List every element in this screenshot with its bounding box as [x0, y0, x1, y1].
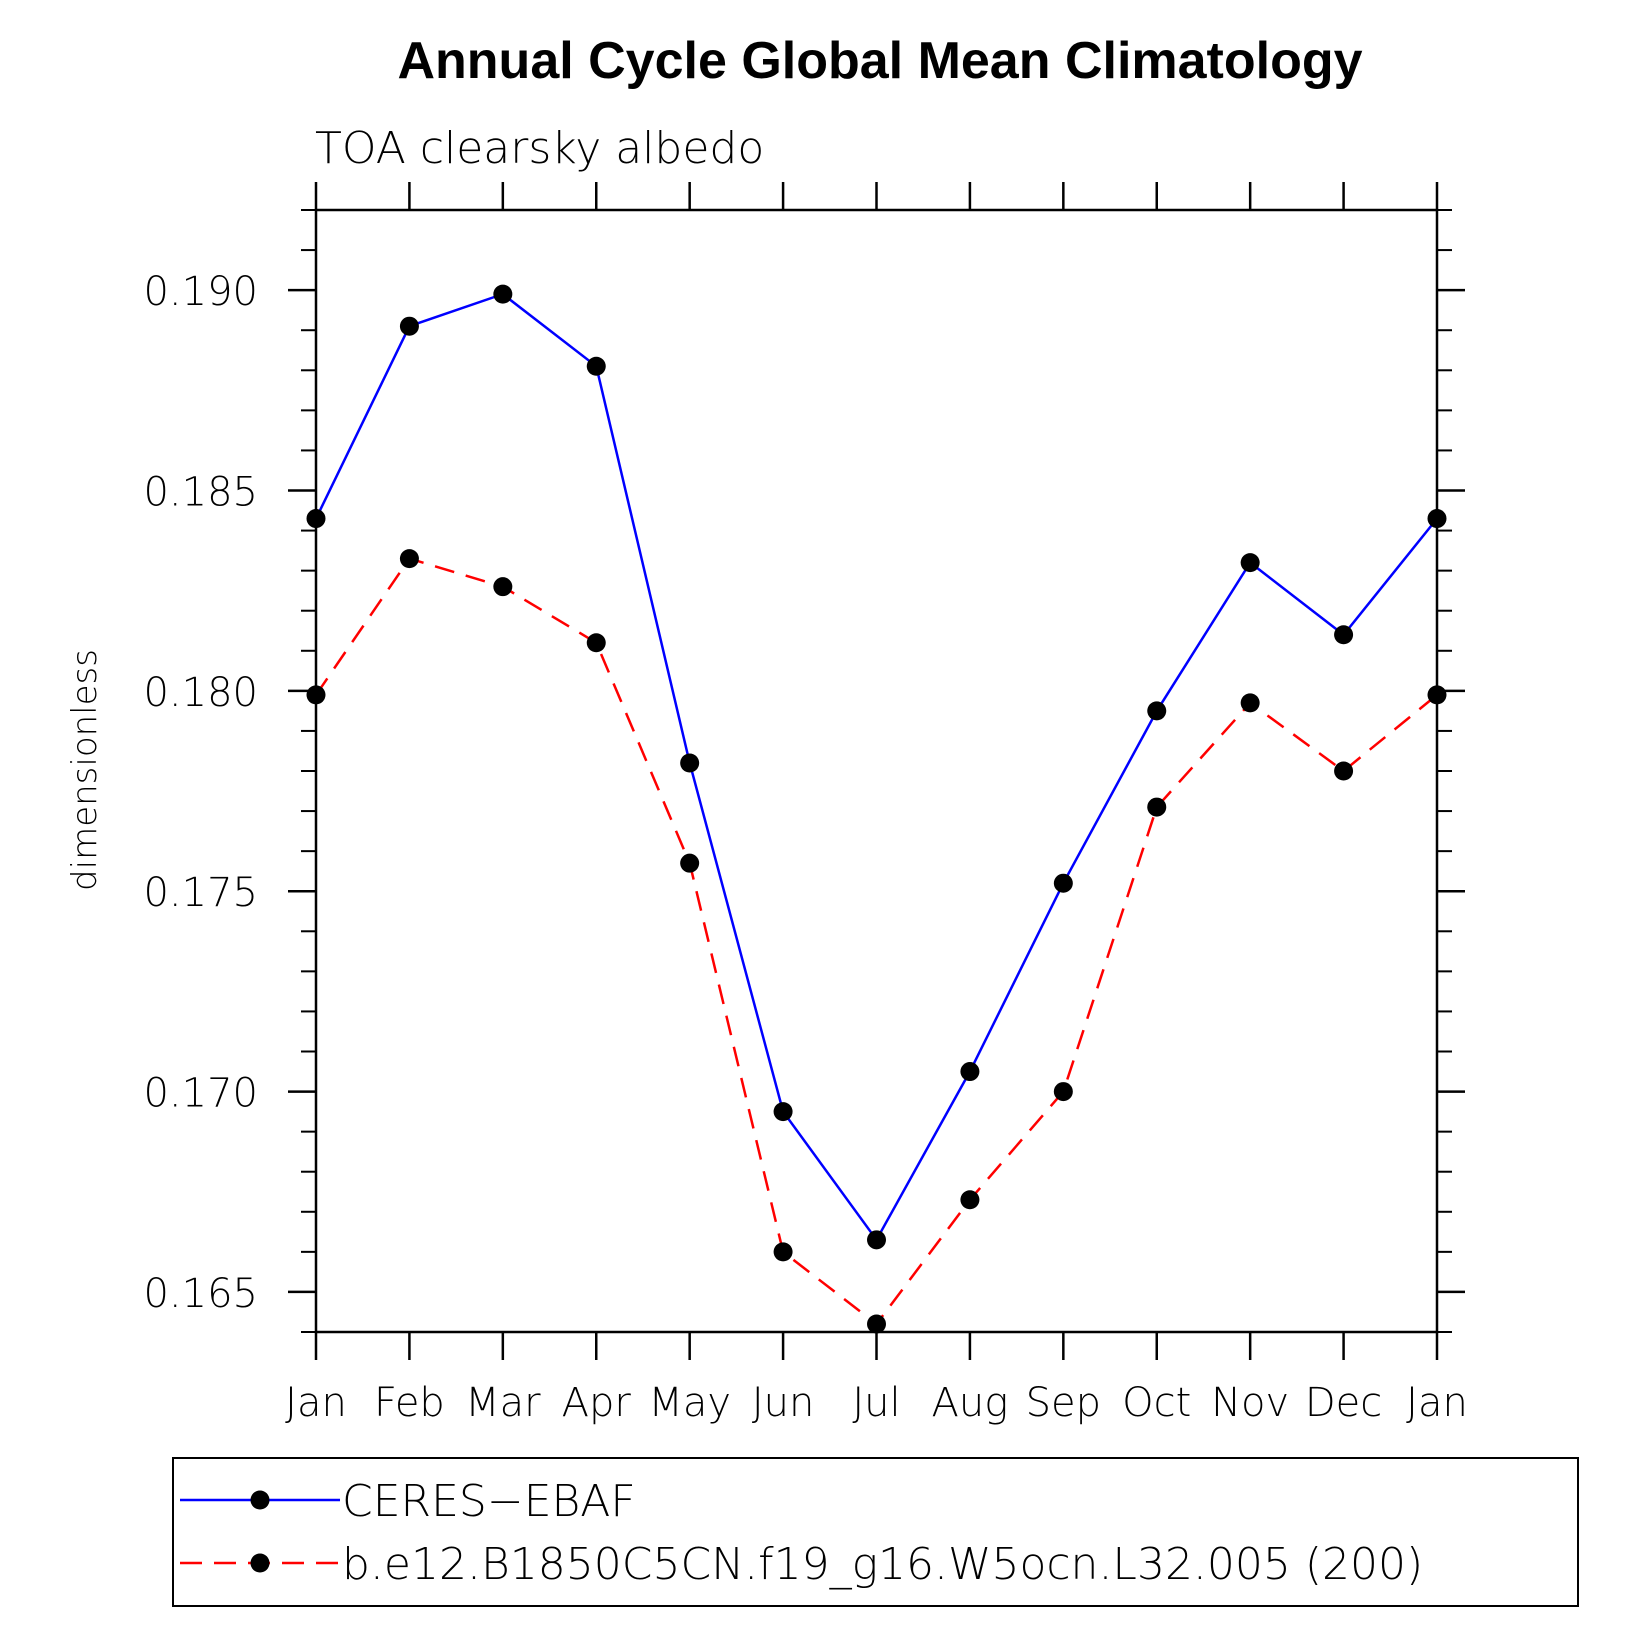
- x-tick-label: Feb: [374, 1380, 445, 1426]
- data-point: [680, 853, 700, 873]
- x-tick-label: May: [648, 1380, 731, 1426]
- y-tick-label: 0.175: [143, 870, 258, 916]
- y-axis-label: dimensionless: [65, 649, 105, 891]
- data-point: [399, 549, 419, 569]
- legend-box: [172, 1457, 1579, 1607]
- y-tick-label: 0.190: [143, 269, 258, 315]
- x-tick-label: Sep: [1026, 1380, 1101, 1426]
- series-2: [306, 549, 1447, 1334]
- data-point: [960, 1062, 980, 1082]
- data-point: [1427, 685, 1447, 705]
- data-point: [1240, 553, 1260, 573]
- x-tick-label: Apr: [562, 1380, 632, 1426]
- x-tick-label: Dec: [1305, 1380, 1382, 1426]
- legend-label: CERES−EBAF: [342, 1476, 636, 1527]
- x-tick-label: Jan: [285, 1380, 347, 1426]
- legend-marker: [250, 1553, 270, 1573]
- data-point: [1147, 701, 1167, 721]
- data-point: [773, 1242, 793, 1262]
- data-point: [773, 1102, 793, 1122]
- data-point: [960, 1190, 980, 1210]
- data-point: [1053, 1082, 1073, 1102]
- data-point: [1240, 693, 1260, 713]
- data-point: [493, 284, 513, 304]
- data-point: [493, 577, 513, 597]
- data-point: [1334, 761, 1354, 781]
- data-point: [306, 685, 326, 705]
- axes: Jan Feb Mar Apr May Jun Jul Aug Sep Oct Nov Dec Jan 0…: [143, 182, 1468, 1426]
- y-tick-label: 0.185: [143, 470, 258, 516]
- series-line: [314, 292, 1438, 1243]
- data-point: [680, 753, 700, 773]
- data-point: [1427, 509, 1447, 529]
- legend: CERES−EBAF b.e12.B1850C5CN.f19_g16.W5ocn.…: [172, 1457, 1579, 1607]
- x-tick-label: Mar: [465, 1380, 541, 1426]
- y-tick-label: 0.165: [143, 1271, 258, 1317]
- x-tick-label: Oct: [1122, 1380, 1191, 1426]
- chart-subtitle: TOA clearsky albedo: [315, 123, 764, 174]
- data-point: [867, 1230, 886, 1250]
- legend-marker: [250, 1490, 270, 1510]
- data-point: [306, 509, 326, 529]
- data-point: [1053, 873, 1073, 893]
- x-tick-label: Nov: [1211, 1380, 1289, 1426]
- data-point: [1147, 797, 1167, 817]
- y-tick-label: 0.180: [143, 670, 258, 716]
- data-point: [399, 316, 419, 336]
- x-tick-label: Jun: [752, 1380, 815, 1426]
- series-line: [314, 557, 1438, 1326]
- data-point: [867, 1314, 886, 1334]
- series-group: [306, 284, 1447, 1334]
- y-tick-label: 0.170: [143, 1071, 258, 1117]
- series-1: [306, 284, 1447, 1250]
- x-tick-label: Aug: [932, 1380, 1009, 1426]
- data-point: [586, 356, 606, 376]
- x-tick-label: Jul: [852, 1380, 900, 1426]
- legend-label: b.e12.B1850C5CN.f19_g16.W5ocn.L32.005 (2…: [342, 1539, 1423, 1590]
- x-tick-label: Jan: [1406, 1380, 1468, 1426]
- data-point: [1334, 625, 1354, 645]
- data-point: [586, 633, 606, 653]
- plot-frame: [314, 208, 1439, 1334]
- chart-title: Annual Cycle Global Mean Climatology: [397, 32, 1362, 90]
